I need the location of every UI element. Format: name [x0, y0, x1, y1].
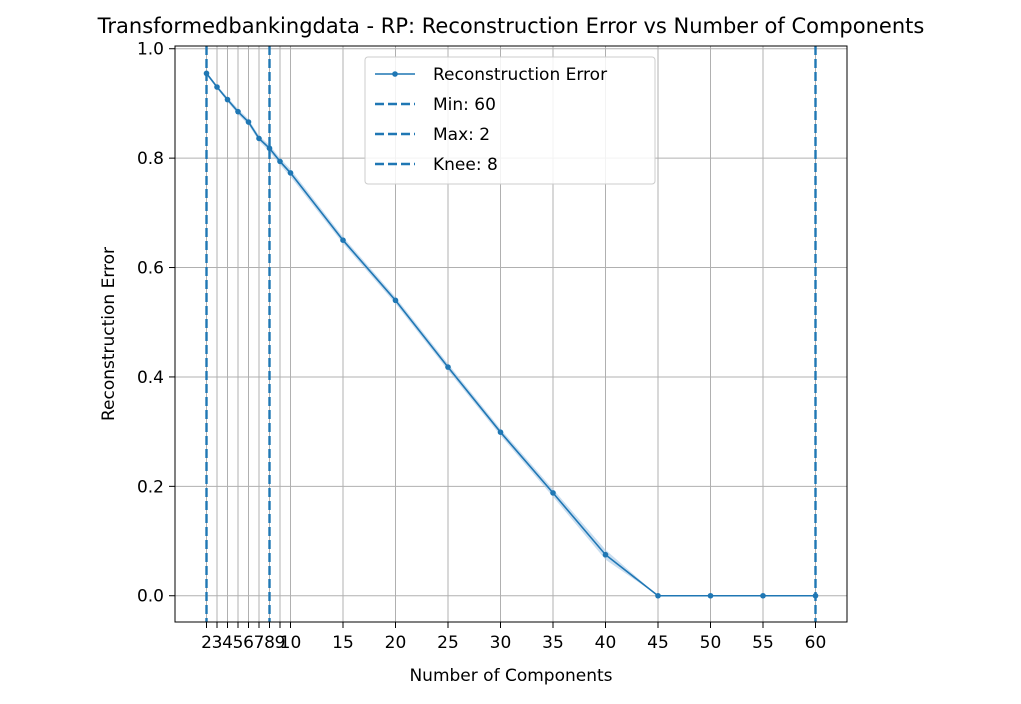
data-point — [287, 170, 294, 176]
data-point — [203, 70, 210, 77]
x-tick-label: 25 — [437, 633, 459, 653]
legend-label: Max: 2 — [433, 125, 490, 145]
data-point — [277, 158, 283, 165]
x-tick-label: 10 — [280, 633, 302, 653]
y-tick-label: 1.0 — [137, 40, 164, 60]
x-axis-ticks: 2 3 4 5 6 7 8 910 15 20 25 30 35 40 45 50 55 60 — [201, 622, 826, 653]
data-point — [266, 145, 273, 152]
data-point — [245, 119, 252, 125]
y-axis-label: Reconstruction Error — [99, 247, 119, 421]
plot-frame — [174, 45, 848, 623]
data-point — [497, 429, 504, 435]
x-tick-label: 8 — [264, 633, 275, 653]
legend: Reconstruction Error Min: 60 Max: 2 Knee: 8 — [364, 56, 656, 185]
data-point — [214, 84, 220, 90]
x-tick-label: 50 — [700, 633, 722, 653]
data-point — [602, 551, 609, 558]
legend-marker-swatch — [392, 71, 398, 77]
x-tick-label: 30 — [490, 633, 512, 653]
y-axis-ticks: 0.0 0.2 0.4 0.6 0.8 1.0 — [137, 40, 175, 607]
data-point — [340, 237, 346, 243]
reference-lines — [205, 46, 817, 622]
x-axis-label: Number of Components — [409, 666, 612, 686]
y-tick-label: 0.0 — [137, 587, 164, 607]
data-point — [445, 364, 451, 370]
data-point — [707, 592, 714, 599]
x-tick-label: 20 — [385, 633, 407, 653]
legend-box — [364, 56, 656, 185]
data-point — [392, 297, 399, 304]
x-tick-label: 2 — [201, 633, 212, 653]
legend-label: Reconstruction Error — [433, 65, 607, 85]
x-tick-label: 7 — [254, 633, 265, 653]
series-layer — [203, 70, 819, 599]
data-point — [655, 592, 661, 599]
x-tick-label: 6 — [243, 633, 254, 653]
y-tick-label: 0.2 — [137, 477, 164, 497]
data-point — [812, 592, 819, 599]
x-tick-label: 45 — [647, 633, 669, 653]
x-tick-label: 9 — [275, 633, 286, 653]
data-point — [550, 490, 556, 496]
y-tick-label: 0.6 — [137, 259, 164, 279]
x-tick-label: 55 — [752, 633, 774, 653]
data-point — [235, 108, 241, 115]
legend-label: Min: 60 — [433, 95, 496, 115]
data-point — [760, 592, 766, 599]
x-tick-label: 15 — [332, 633, 354, 653]
chart-title: Transformedbankingdata - RP: Reconstruct… — [97, 14, 925, 38]
x-tick-label: 4 — [222, 633, 233, 653]
data-point — [256, 135, 262, 142]
x-tick-label: 40 — [595, 633, 617, 653]
data-point — [224, 96, 231, 103]
y-tick-label: 0.4 — [137, 368, 164, 388]
x-tick-label: 35 — [542, 633, 564, 653]
y-tick-label: 0.8 — [137, 149, 164, 169]
x-tick-label: 60 — [805, 633, 827, 653]
legend-label: Knee: 8 — [433, 155, 498, 175]
x-tick-label: 5 — [233, 633, 244, 653]
x-tick-label: 3 — [212, 633, 223, 653]
